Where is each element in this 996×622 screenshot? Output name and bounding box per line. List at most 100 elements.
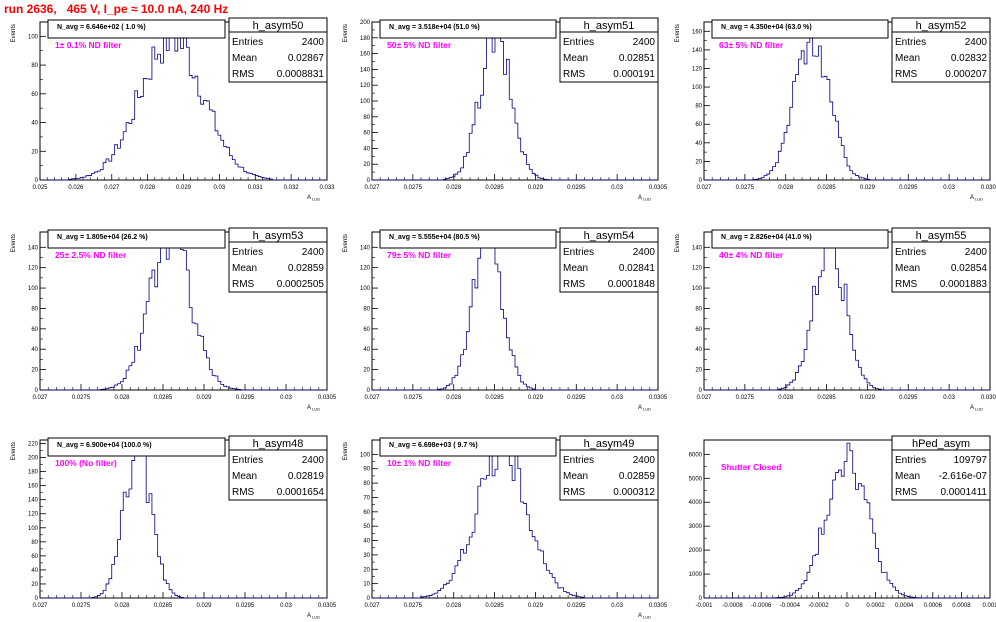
x-tick-label: 0.031 bbox=[248, 185, 264, 191]
y-tick-label: 50 bbox=[363, 524, 370, 530]
y-tick-label: 80 bbox=[695, 306, 702, 312]
x-tick-label: 0.028 bbox=[446, 185, 462, 191]
x-tick-label: 0.027 bbox=[32, 603, 48, 609]
x-tick-label: -0.0006 bbox=[751, 603, 772, 609]
y-tick-label: 160 bbox=[28, 484, 39, 490]
histogram-panel-h_asym54: 0.027 0.0275 0.028 0.0285 0.029 0.0295 0.03 0.0… bbox=[343, 227, 668, 412]
histogram-panel-hPed_asym: -0.001 -0.0008 -0.0006 -0.0004 -0.0002 0 0.000… bbox=[689, 435, 996, 609]
y-tick-label: 140 bbox=[28, 498, 39, 504]
x-tick-label: -0.0008 bbox=[722, 603, 743, 609]
histogram-line bbox=[40, 442, 327, 599]
navg-label: N_avg = 4.350e+04 (63.0 %) bbox=[721, 24, 812, 31]
navg-box bbox=[47, 229, 226, 249]
navg-box bbox=[711, 19, 889, 39]
y-tick-label: 200 bbox=[28, 456, 39, 462]
x-tick-label: 0.0285 bbox=[485, 603, 504, 609]
y-tick-label: 180 bbox=[360, 36, 371, 42]
x-axis-label: ALUD bbox=[970, 405, 983, 412]
y-tick-label: 5000 bbox=[689, 476, 703, 482]
navg-label: N_avg = 6.646e+02 ( 1.0 %) bbox=[57, 24, 146, 31]
x-tick-label: 0.0285 bbox=[817, 395, 836, 401]
x-tick-label: 0.0002 bbox=[866, 603, 885, 609]
y-tick-label: 60 bbox=[31, 92, 38, 98]
navg-box bbox=[47, 437, 226, 457]
stats-key-rms: RMS bbox=[895, 487, 918, 498]
stats-value-rms: 0.0002505 bbox=[277, 279, 325, 290]
filter-label: 10± 1% ND filter bbox=[387, 458, 452, 468]
x-tick-label: 0.029 bbox=[528, 603, 544, 609]
stats-key-mean: Mean bbox=[563, 53, 588, 64]
x-tick-label: 0.03 bbox=[943, 395, 955, 401]
stats-value-rms: 0.0001883 bbox=[940, 279, 988, 290]
stats-key-entries: Entries bbox=[232, 455, 263, 466]
stats-value-entries: 2400 bbox=[302, 455, 325, 466]
y-axis-label: Events bbox=[343, 234, 349, 252]
x-axis-label: ALUD bbox=[638, 613, 651, 620]
stats-key-mean: Mean bbox=[895, 471, 920, 482]
y-tick-label: 120 bbox=[360, 83, 371, 89]
stats-value-rms: 0.000191 bbox=[613, 69, 655, 80]
histogram-line bbox=[372, 24, 658, 181]
y-tick-label: 20 bbox=[31, 582, 38, 588]
stats-box bbox=[228, 435, 328, 501]
stats-key-entries: Entries bbox=[232, 247, 263, 258]
y-tick-label: 40 bbox=[695, 141, 702, 147]
y-tick-label: 20 bbox=[363, 567, 370, 573]
stats-box bbox=[891, 435, 991, 501]
stats-value-mean: 0.02819 bbox=[288, 471, 325, 482]
navg-box bbox=[711, 229, 889, 249]
y-tick-label: 1000 bbox=[689, 572, 703, 578]
x-tick-label: 0.0285 bbox=[485, 395, 504, 401]
stats-key-mean: Mean bbox=[895, 53, 920, 64]
navg-box bbox=[379, 229, 557, 249]
x-tick-label: -0.0002 bbox=[808, 603, 829, 609]
histogram-panel-h_asym51: 0.027 0.0275 0.028 0.0285 0.029 0.0295 0.03 0.0… bbox=[343, 17, 668, 202]
stats-box bbox=[228, 17, 328, 83]
stats-value-entries: 2400 bbox=[633, 37, 656, 48]
y-tick-label: 100 bbox=[28, 526, 39, 532]
x-tick-label: 0.0295 bbox=[899, 185, 918, 191]
y-tick-label: 40 bbox=[31, 568, 38, 574]
x-tick-label: 0.029 bbox=[528, 395, 544, 401]
y-tick-label: 6000 bbox=[689, 452, 703, 458]
y-tick-label: 200 bbox=[360, 20, 371, 26]
y-tick-label: 80 bbox=[31, 63, 38, 69]
x-tick-label: 0.033 bbox=[319, 185, 335, 191]
x-tick-label: 0.0305 bbox=[981, 185, 996, 191]
histogram-line bbox=[704, 442, 990, 599]
x-tick-label: 0.0275 bbox=[404, 603, 423, 609]
histogram-line bbox=[372, 234, 658, 391]
stats-value-entries: 2400 bbox=[633, 455, 656, 466]
y-tick-label: 20 bbox=[31, 368, 38, 374]
stats-key-rms: RMS bbox=[232, 487, 255, 498]
y-tick-label: 40 bbox=[31, 121, 38, 127]
y-tick-label: 30 bbox=[363, 553, 370, 559]
y-tick-label: 160 bbox=[692, 29, 703, 35]
y-tick-label: 140 bbox=[360, 245, 371, 251]
x-tick-label: 0.0305 bbox=[981, 395, 996, 401]
y-tick-label: 80 bbox=[363, 481, 370, 487]
stats-value-rms: 0.000312 bbox=[613, 487, 655, 498]
y-tick-label: 120 bbox=[360, 266, 371, 272]
y-tick-label: 100 bbox=[692, 85, 703, 91]
stats-key-entries: Entries bbox=[563, 247, 594, 258]
x-tick-label: 0.0295 bbox=[567, 395, 586, 401]
x-tick-label: 0.0305 bbox=[649, 395, 668, 401]
stats-key-rms: RMS bbox=[895, 279, 918, 290]
y-tick-label: 120 bbox=[28, 266, 39, 272]
x-tick-label: 0.028 bbox=[114, 603, 130, 609]
navg-box bbox=[47, 19, 226, 39]
navg-label: N_avg = 1.805e+04 (26.2 %) bbox=[57, 234, 148, 241]
y-tick-label: 0 bbox=[699, 178, 703, 184]
x-axis-label: ALUD bbox=[307, 405, 320, 412]
navg-label: N_avg = 6.900e+04 (100.0 %) bbox=[57, 442, 152, 449]
y-tick-label: 0 bbox=[35, 178, 39, 184]
x-tick-label: 0.0008 bbox=[952, 603, 971, 609]
x-tick-label: 0.0295 bbox=[236, 395, 255, 401]
y-tick-label: 0 bbox=[35, 388, 39, 394]
y-axis-label: Events bbox=[675, 24, 681, 42]
x-tick-label: 0.027 bbox=[696, 395, 712, 401]
y-axis-label: Events bbox=[343, 442, 349, 460]
stats-value-entries: 2400 bbox=[302, 247, 325, 258]
y-tick-label: 20 bbox=[363, 162, 370, 168]
